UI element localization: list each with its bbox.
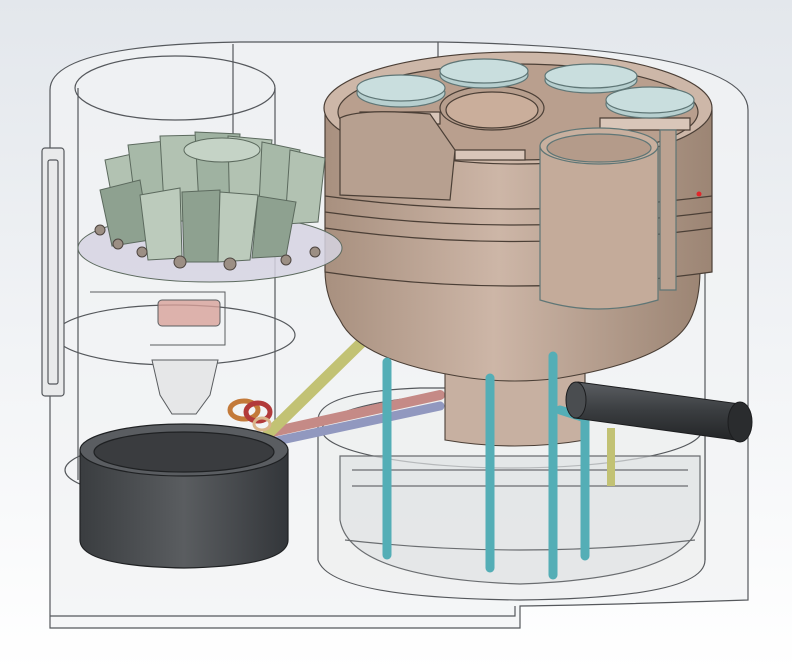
marker-dot — [696, 191, 702, 197]
collection-cup — [79, 423, 289, 569]
radial-turbine — [77, 131, 343, 283]
tube-bundle — [262, 336, 615, 486]
vial-1 — [356, 74, 446, 108]
vial-3 — [544, 63, 638, 94]
carousel-front-compartment — [339, 111, 456, 201]
vial-5 — [539, 127, 659, 310]
side-handle — [41, 147, 65, 397]
drain-funnel — [90, 291, 226, 415]
coil-rings — [227, 398, 273, 432]
vial-2 — [439, 58, 529, 89]
tan-ring — [252, 416, 272, 432]
carousel-center-hub-inner — [445, 91, 539, 129]
exhaust-pipe — [565, 381, 753, 443]
red-tube — [267, 390, 445, 437]
cup-opening — [93, 431, 275, 473]
pipe-start-cap — [565, 381, 587, 419]
carousel-vials — [356, 58, 695, 310]
blue-tube — [267, 401, 445, 447]
turbine-hub-top — [183, 137, 261, 163]
side-handle-inner — [47, 159, 59, 385]
cup-body — [79, 449, 289, 569]
pipe-end-cap — [727, 401, 753, 443]
vial-4 — [605, 86, 695, 119]
turbine-vanes — [99, 131, 326, 263]
yellow-tube-diagonal — [262, 336, 368, 440]
vial-6 — [659, 129, 677, 291]
red-ring — [243, 400, 273, 424]
pink-insert — [157, 299, 221, 327]
drain-outline — [90, 291, 226, 346]
orange-ring — [227, 398, 261, 422]
housing-base-step — [50, 606, 516, 617]
bottom-reservoir — [339, 455, 701, 585]
drain-cone — [151, 359, 219, 415]
turbine-fittings — [94, 224, 321, 271]
reservoir-tray — [339, 455, 701, 585]
reservoir-inner-rim — [352, 469, 688, 487]
